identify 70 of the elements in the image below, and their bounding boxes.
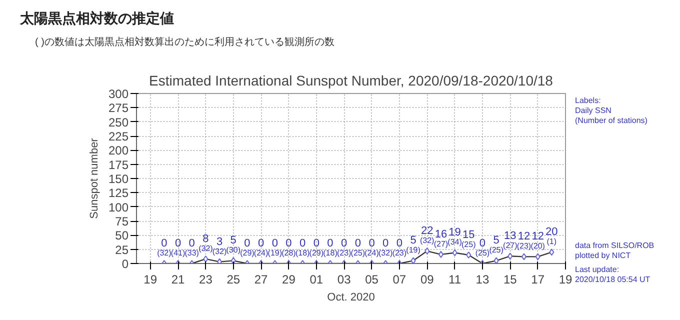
y-tick-label: 125 <box>108 186 129 200</box>
text: 8 (32) <box>198 232 213 253</box>
text: 5 (30) <box>226 234 240 255</box>
x-tick-label: 07 <box>392 272 406 286</box>
text: 12 (20) <box>530 230 545 251</box>
x-tick-label: 19 <box>558 272 572 286</box>
text: 13 (27) <box>503 230 518 250</box>
text: 16 (27) <box>434 228 448 248</box>
text: 0 (32) <box>378 238 393 258</box>
text: 0 (32) <box>157 238 172 258</box>
x-tick-label: 27 <box>254 272 268 286</box>
x-tick-label: 21 <box>171 272 186 286</box>
text: 0 (29) <box>240 238 254 258</box>
text: 0 (23) <box>392 238 407 258</box>
text: 0 (28) <box>282 238 296 258</box>
text: 0 (25) <box>350 238 366 258</box>
text: 15 (25) <box>462 229 476 249</box>
text: 0 (25) <box>475 238 490 258</box>
text: 3 (32) <box>212 236 227 256</box>
x-tick-label: 17 <box>531 272 545 286</box>
chart-title: Estimated International Sunspot Number, 2020/09/18-2020/10/18 <box>149 72 554 88</box>
y-tick-label: 225 <box>108 130 129 144</box>
x-tick-label: 13 <box>476 272 490 286</box>
y-tick-label: 0 <box>122 257 129 271</box>
text: 太陽黒点相対数の推定値 <box>20 10 174 26</box>
text: 0 (23) <box>336 238 352 258</box>
y-tick-label: 100 <box>108 200 129 214</box>
x-tick-label: 03 <box>337 272 352 286</box>
text: 2020/10/18 05:54 UT <box>575 275 650 284</box>
text: 22 (32) <box>420 225 434 246</box>
text: data from SILSO/ROB <box>575 241 654 250</box>
y-tick-label: 25 <box>115 242 129 257</box>
text: Daily SSN <box>575 106 612 115</box>
text: 0 (18) <box>295 238 310 258</box>
x-tick-label: 29 <box>282 272 296 286</box>
y-tick-label: 250 <box>108 115 129 130</box>
text: 5 (25) <box>489 234 504 255</box>
text: 0 (18) <box>323 238 338 258</box>
y-tick-label: 175 <box>108 158 129 172</box>
text: 0 (29) <box>309 238 324 258</box>
text: 0 (24) <box>254 238 268 258</box>
y-tick-label: 200 <box>108 144 129 158</box>
text: 12 (23) <box>516 230 532 251</box>
y-axis-title: Sunspot number <box>88 138 100 219</box>
x-tick-label: 09 <box>420 272 434 286</box>
x-tick-label: 23 <box>199 272 213 286</box>
x-tick-label: 25 <box>226 272 240 286</box>
y-tick-label: 50 <box>115 228 129 243</box>
x-tick-label: 19 <box>144 272 158 286</box>
x-tick-label: 11 <box>448 272 462 286</box>
text: 0 (19) <box>268 238 282 258</box>
text: 0 (24) <box>364 238 379 258</box>
text: ( )の数値は太陽黒点相対数算出のために利用されている観測所の数 <box>35 36 334 50</box>
text: (Number of stations) <box>575 116 648 125</box>
y-tick-label: 300 <box>108 87 129 101</box>
text: 0 (41) <box>170 238 186 258</box>
text: 5 (19) <box>406 234 420 255</box>
text: 19 (34) <box>448 226 462 247</box>
y-tick-label: 75 <box>115 214 129 228</box>
text: 0 (33) <box>184 238 199 258</box>
y-tick-label: 275 <box>108 101 129 116</box>
x-axis-title: Oct. 2020 <box>327 292 375 304</box>
x-tick-label: 05 <box>365 272 379 286</box>
text: Labels: <box>575 96 601 105</box>
y-tick-label: 150 <box>108 172 129 186</box>
text: plotted by NICT <box>575 251 631 260</box>
x-tick-label: 01 <box>310 272 324 286</box>
text: 20 (1) <box>546 226 558 246</box>
text: Last update: <box>575 265 620 274</box>
x-tick-label: 15 <box>503 272 518 286</box>
